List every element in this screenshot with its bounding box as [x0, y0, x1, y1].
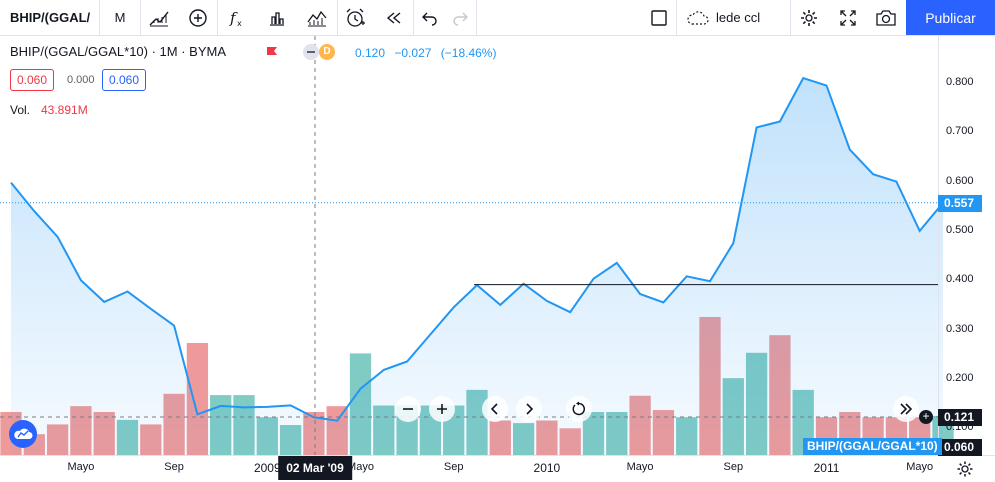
- legend-values: 0.120 −0.027 (−18.46%): [355, 46, 502, 60]
- scroll-left-button[interactable]: [482, 396, 508, 422]
- layout-name: lede ccl: [716, 10, 761, 25]
- time-axis-tick: 2009: [253, 461, 281, 475]
- svg-text:x: x: [237, 19, 242, 28]
- toolbar-divider: [140, 0, 141, 35]
- financials-button[interactable]: [258, 0, 296, 35]
- zoom-in-button[interactable]: [429, 396, 455, 422]
- brand-logo[interactable]: [9, 420, 37, 448]
- flag-icon[interactable]: [266, 46, 278, 58]
- candles-icon: [149, 11, 169, 26]
- rewind-icon: [386, 11, 401, 24]
- legend-price: 0.120: [355, 46, 386, 60]
- plus-icon: [437, 404, 447, 414]
- add-comparison-button[interactable]: [180, 0, 216, 35]
- axis-settings-icon[interactable]: [956, 460, 974, 478]
- chevron-right-icon: [526, 403, 534, 415]
- time-axis-tick: Mayo: [67, 461, 95, 473]
- price-axis-tick: 0.700: [946, 125, 974, 138]
- toolbar-divider: [476, 0, 477, 35]
- cloud-icon: [687, 10, 709, 25]
- last-price-label: 0.557: [938, 194, 982, 212]
- settings-button[interactable]: [791, 0, 827, 35]
- camera-icon: [876, 9, 896, 26]
- crosshair-price-label: 0.121: [938, 409, 982, 426]
- price-axis-tick: 0.800: [946, 76, 974, 88]
- time-axis-tick: Mayo: [906, 461, 934, 473]
- publish-button[interactable]: Publicar: [906, 0, 995, 35]
- price-axis-tick: 0.600: [946, 174, 974, 187]
- price-axis-border: [938, 36, 939, 456]
- time-axis-tick: 2010: [533, 461, 561, 475]
- layout-button[interactable]: lede ccl: [680, 0, 790, 35]
- alert-button[interactable]: [338, 0, 372, 35]
- scroll-to-realtime-button[interactable]: [893, 396, 919, 422]
- redo-icon: [453, 12, 468, 26]
- sell-price-box[interactable]: 0.060: [10, 69, 55, 91]
- fullscreen-select-button[interactable]: [642, 0, 676, 35]
- toolbar-divider: [217, 0, 218, 35]
- toolbar-divider: [413, 0, 414, 35]
- series-legend-title[interactable]: BHIP/(GGAL/GGAL*10) · 1M · BYMA: [10, 44, 226, 59]
- time-axis-border: [0, 455, 995, 456]
- symbol-search[interactable]: BHIP/(GGAL/: [10, 10, 91, 25]
- price-axis-tick: 0.300: [946, 322, 974, 335]
- undo-icon: [422, 12, 437, 26]
- price-axis-tick: 0.500: [946, 223, 974, 236]
- time-axis-tick: Sep: [723, 461, 744, 473]
- time-axis-tick: 2011: [813, 461, 840, 475]
- gear-icon: [801, 9, 817, 26]
- time-axis-tick: Mayo: [347, 461, 374, 473]
- snapshot-button[interactable]: [868, 0, 904, 35]
- chevron-left-icon: [490, 403, 498, 415]
- buy-price-box[interactable]: 0.060: [102, 69, 147, 91]
- time-axis-tick: Sep: [443, 461, 464, 473]
- price-area-fill: [11, 78, 943, 455]
- scroll-right-button[interactable]: [516, 396, 542, 422]
- fullscreen-button[interactable]: [830, 0, 866, 35]
- toolbar-divider: [99, 0, 100, 35]
- price-axis-tick: 0.200: [946, 371, 974, 384]
- time-axis-tick: Sep: [164, 461, 184, 473]
- square-icon: [651, 9, 667, 26]
- double-chevron-right-icon: [900, 403, 913, 415]
- hide-series-button[interactable]: [303, 44, 319, 60]
- series-name-label: BHIP/(GGAL/GGAL*10): [803, 438, 942, 455]
- legend-change-pct: (−18.46%): [440, 46, 497, 60]
- zoom-out-button[interactable]: [395, 396, 421, 422]
- logo-cloud-icon: [14, 428, 33, 439]
- delayed-data-badge[interactable]: D: [319, 44, 335, 60]
- toolbar-divider: [676, 0, 677, 35]
- toolbar-divider: [337, 0, 338, 35]
- volume-legend-label[interactable]: Vol.: [10, 103, 31, 117]
- templates-button[interactable]: [298, 0, 336, 35]
- plus-circle-icon: [189, 8, 207, 27]
- expand-icon: [840, 9, 856, 26]
- templates-icon: [307, 10, 327, 26]
- legend-change: −0.027: [394, 46, 432, 60]
- toolbar-divider: [790, 0, 791, 35]
- time-axis-tick: Mayo: [626, 461, 654, 473]
- bar-chart-icon: [270, 11, 284, 26]
- crosshair-date-label: 02 Mar '09: [278, 456, 352, 480]
- volume-legend-value: 43.891M: [41, 103, 88, 117]
- undo-button[interactable]: [414, 0, 446, 35]
- replay-button[interactable]: [376, 0, 412, 35]
- price-axis-tick: 0.400: [946, 273, 974, 286]
- interval-button[interactable]: M: [114, 10, 126, 25]
- spread-value: 0.000: [67, 74, 95, 86]
- svg-text:f: f: [229, 9, 238, 27]
- alarm-clock-icon: [346, 8, 365, 27]
- volume-price-label: 0.060: [938, 439, 982, 456]
- minus-icon: [403, 408, 413, 410]
- redo-button[interactable]: [444, 0, 476, 35]
- add-plus-icon[interactable]: +: [919, 410, 933, 424]
- chart-style-button[interactable]: [141, 0, 177, 35]
- reset-icon: [572, 401, 585, 416]
- reset-chart-button[interactable]: [566, 396, 592, 422]
